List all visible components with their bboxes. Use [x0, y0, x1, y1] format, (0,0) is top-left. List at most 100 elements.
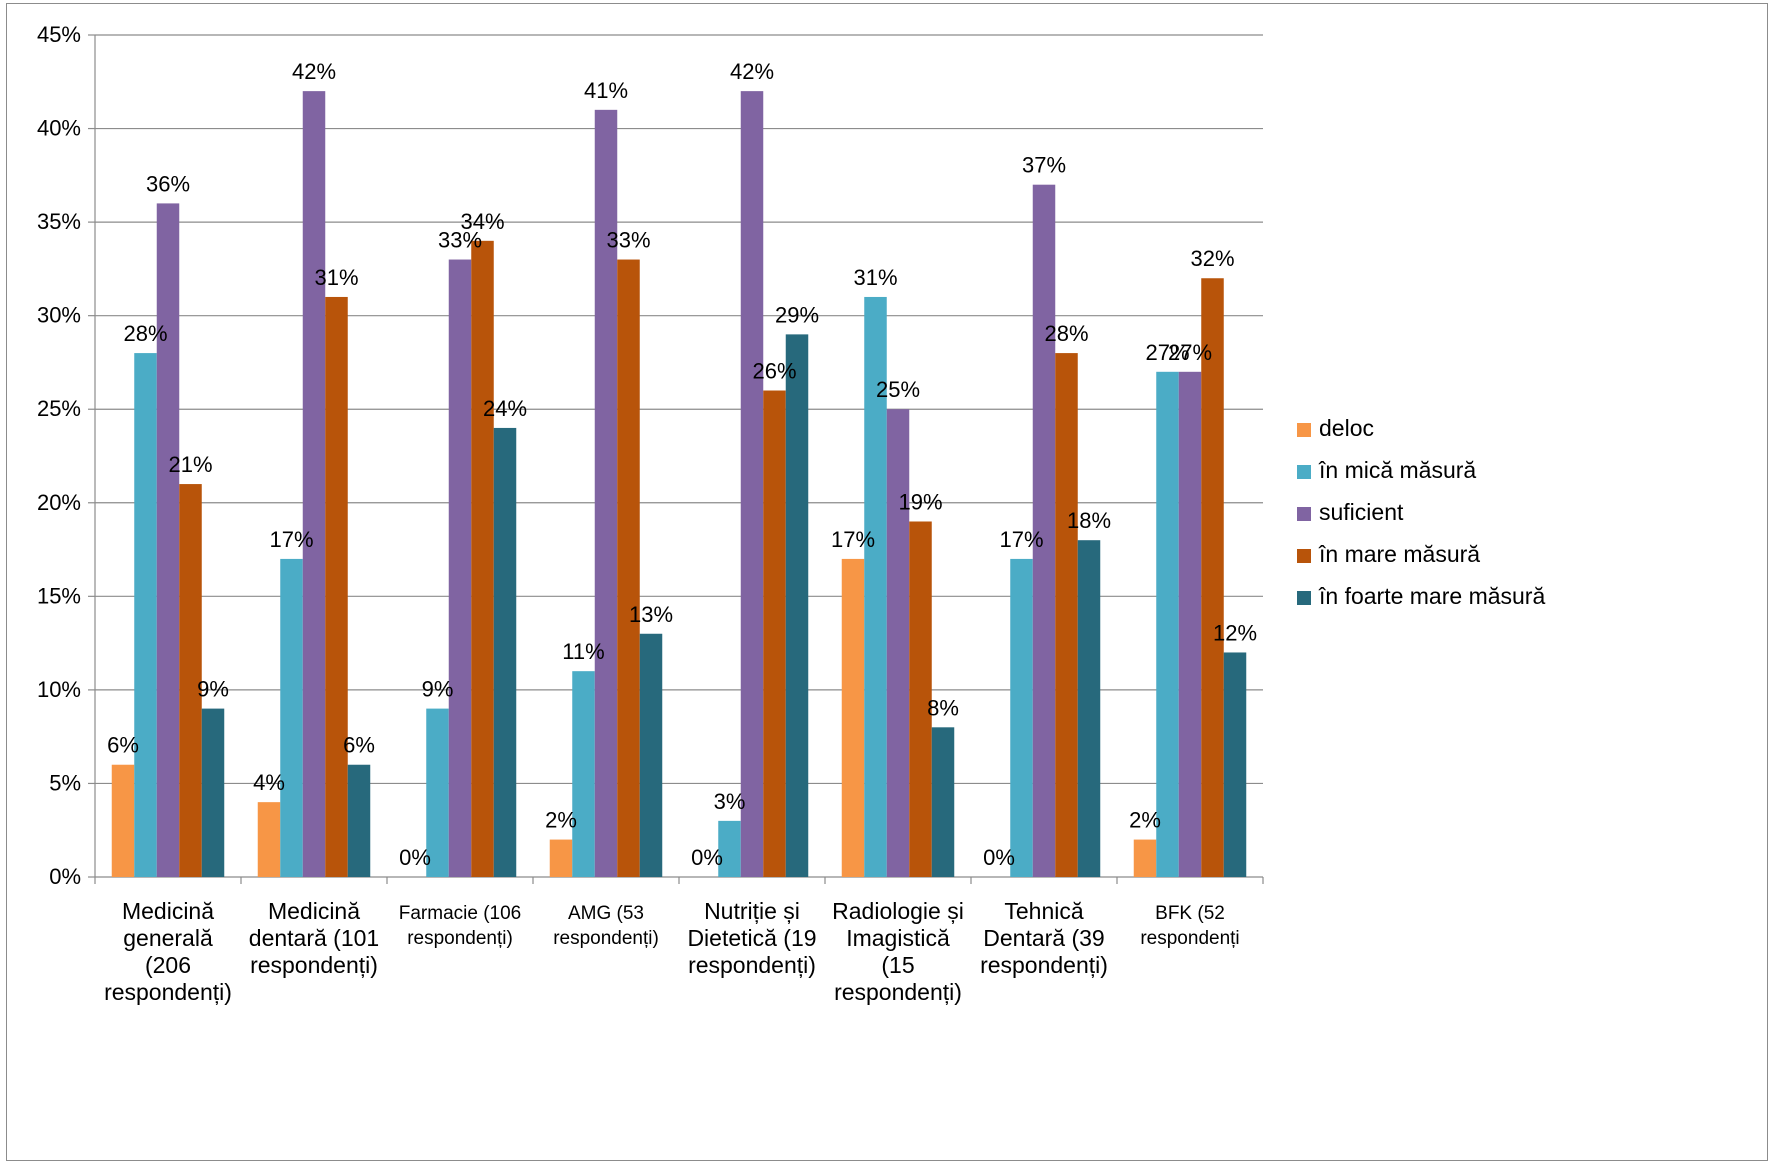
bar	[494, 428, 517, 877]
bar	[280, 559, 303, 877]
legend-swatch	[1297, 507, 1311, 521]
data-label: 17%	[999, 527, 1043, 552]
data-label: 25%	[876, 377, 920, 402]
data-label: 9%	[197, 677, 229, 702]
bar	[157, 203, 180, 877]
y-tick-label: 20%	[37, 490, 81, 515]
legend-label: în mare măsură	[1318, 541, 1480, 567]
data-label: 28%	[123, 321, 167, 346]
x-category-label: Dietetică (19	[687, 925, 816, 951]
x-category-label: Nutriție și	[704, 898, 800, 924]
bar	[550, 840, 573, 877]
x-category-label: Medicină	[122, 898, 214, 924]
bar	[303, 91, 326, 877]
x-category-label: respondenți)	[104, 979, 232, 1005]
data-label: 17%	[269, 527, 313, 552]
bar	[1224, 652, 1247, 877]
x-category-label: respondenți)	[980, 952, 1108, 978]
x-category-label: Farmacie (106	[399, 903, 522, 924]
data-label: 32%	[1190, 246, 1234, 271]
data-label: 2%	[1129, 808, 1161, 833]
data-label: 34%	[460, 209, 504, 234]
bar	[1134, 840, 1157, 877]
bar	[1010, 559, 1033, 877]
data-label: 42%	[292, 59, 336, 84]
data-label: 13%	[629, 602, 673, 627]
bar	[763, 391, 786, 877]
x-category-label: BFK (52	[1155, 903, 1225, 924]
data-label: 19%	[898, 489, 942, 514]
chart-frame: 0% 5% 10% 15% 20% 25% 30% 35% 40% 45% 6% 4% 0% 2% 0% 1…	[6, 3, 1768, 1161]
data-label: 31%	[314, 265, 358, 290]
data-label: 0%	[691, 845, 723, 870]
x-category-label: generală	[123, 925, 213, 951]
data-label: 18%	[1067, 508, 1111, 533]
legend-label: în foarte mare măsură	[1318, 583, 1545, 609]
bar	[112, 765, 135, 877]
x-category-label: respondenți	[1140, 928, 1239, 949]
data-label: 0%	[399, 845, 431, 870]
legend-swatch	[1297, 549, 1311, 563]
bar	[887, 409, 910, 877]
legend-label: deloc	[1319, 415, 1374, 441]
x-category-label: Tehnică	[1004, 898, 1083, 924]
data-label: 37%	[1022, 153, 1066, 178]
bar	[842, 559, 865, 877]
x-category-label: dentară (101	[249, 925, 379, 951]
data-label: 4%	[253, 770, 285, 795]
data-label: 28%	[1044, 321, 1088, 346]
bar	[202, 709, 225, 877]
data-label: 2%	[545, 808, 577, 833]
legend-swatch	[1297, 591, 1311, 605]
y-tick-label: 45%	[37, 22, 81, 47]
bar	[595, 110, 618, 877]
data-label: 8%	[927, 695, 959, 720]
bars	[112, 91, 1247, 877]
bar	[932, 727, 955, 877]
legend-swatch	[1297, 423, 1311, 437]
bar	[1156, 372, 1179, 877]
legend-swatch	[1297, 465, 1311, 479]
y-tick-label: 5%	[49, 770, 81, 795]
data-label: 41%	[584, 78, 628, 103]
bar	[617, 260, 640, 877]
x-category-label: (15	[881, 952, 914, 978]
y-tick-label: 10%	[37, 677, 81, 702]
y-tick-label: 15%	[37, 583, 81, 608]
bar	[741, 91, 764, 877]
bar	[471, 241, 494, 877]
x-category-label: respondenți)	[688, 952, 816, 978]
bar	[1078, 540, 1101, 877]
x-category-label: Imagistică	[846, 925, 950, 951]
x-category-label: respondenți)	[250, 952, 378, 978]
x-category-label: Dentară (39	[983, 925, 1104, 951]
x-category-label: respondenți)	[834, 979, 962, 1005]
data-label: 42%	[730, 59, 774, 84]
x-category-label: respondenți)	[407, 928, 513, 949]
y-tick-label: 30%	[37, 303, 81, 328]
bar	[1179, 372, 1202, 877]
x-category-label: Radiologie și	[832, 898, 964, 924]
data-label: 12%	[1213, 620, 1257, 645]
bar	[1055, 353, 1078, 877]
data-label: 21%	[168, 452, 212, 477]
data-label: 6%	[343, 733, 375, 758]
data-label: 0%	[983, 845, 1015, 870]
x-category-label: (206	[145, 952, 191, 978]
data-label: 31%	[853, 265, 897, 290]
data-label: 3%	[714, 789, 746, 814]
bar-chart: 0% 5% 10% 15% 20% 25% 30% 35% 40% 45% 6% 4% 0% 2% 0% 1…	[7, 4, 1769, 1162]
y-tick-label: 25%	[37, 396, 81, 421]
bar	[449, 260, 472, 877]
data-label: 17%	[831, 527, 875, 552]
data-label: 27%	[1168, 340, 1212, 365]
bar	[348, 765, 371, 877]
bar	[640, 634, 663, 877]
legend-label: în mică măsură	[1318, 457, 1476, 483]
data-label: 29%	[775, 302, 819, 327]
y-tick-label: 40%	[37, 116, 81, 141]
bar	[258, 802, 281, 877]
y-tick-label: 0%	[49, 864, 81, 889]
bar	[325, 297, 348, 877]
category-labels: Medicinăgenerală(206respondenți)Medicină…	[104, 898, 1240, 1005]
